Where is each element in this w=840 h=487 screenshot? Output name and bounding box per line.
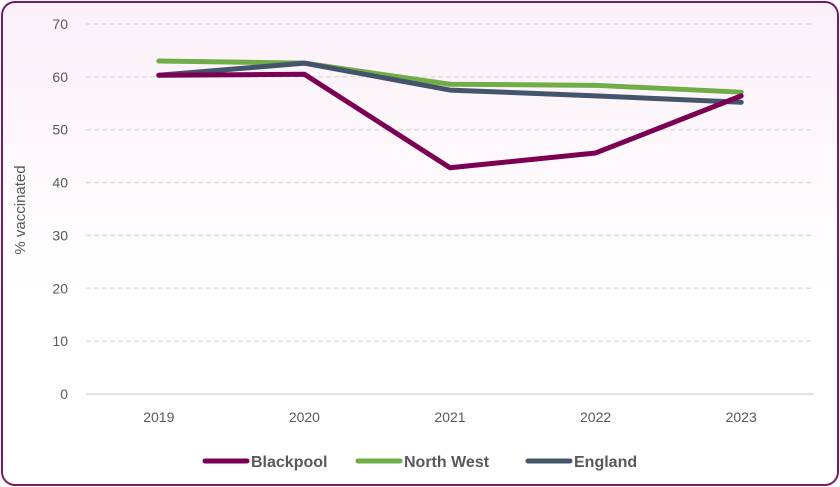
series-line-england xyxy=(156,60,744,105)
y-tick-label: 20 xyxy=(52,280,68,296)
series-line-blackpool xyxy=(156,71,744,171)
x-tick-label: 2021 xyxy=(434,409,465,425)
y-tick-label: 10 xyxy=(52,333,68,349)
y-axis-label: % vaccinated xyxy=(12,165,29,254)
legend-label: England xyxy=(574,454,637,471)
series-line-north-west xyxy=(156,58,744,95)
x-tick-label: 2019 xyxy=(143,409,174,425)
x-tick-label: 2023 xyxy=(726,409,757,425)
legend-label: Blackpool xyxy=(251,454,327,471)
y-tick-label: 40 xyxy=(52,175,68,191)
y-tick-label: 30 xyxy=(52,227,68,243)
y-tick-label: 50 xyxy=(52,122,68,138)
y-tick-label: 70 xyxy=(52,16,68,32)
x-tick-label: 2022 xyxy=(580,409,611,425)
y-tick-label: 0 xyxy=(60,386,68,402)
x-tick-label: 2020 xyxy=(289,409,320,425)
legend-label: North West xyxy=(404,454,490,471)
y-tick-label: 60 xyxy=(52,69,68,85)
